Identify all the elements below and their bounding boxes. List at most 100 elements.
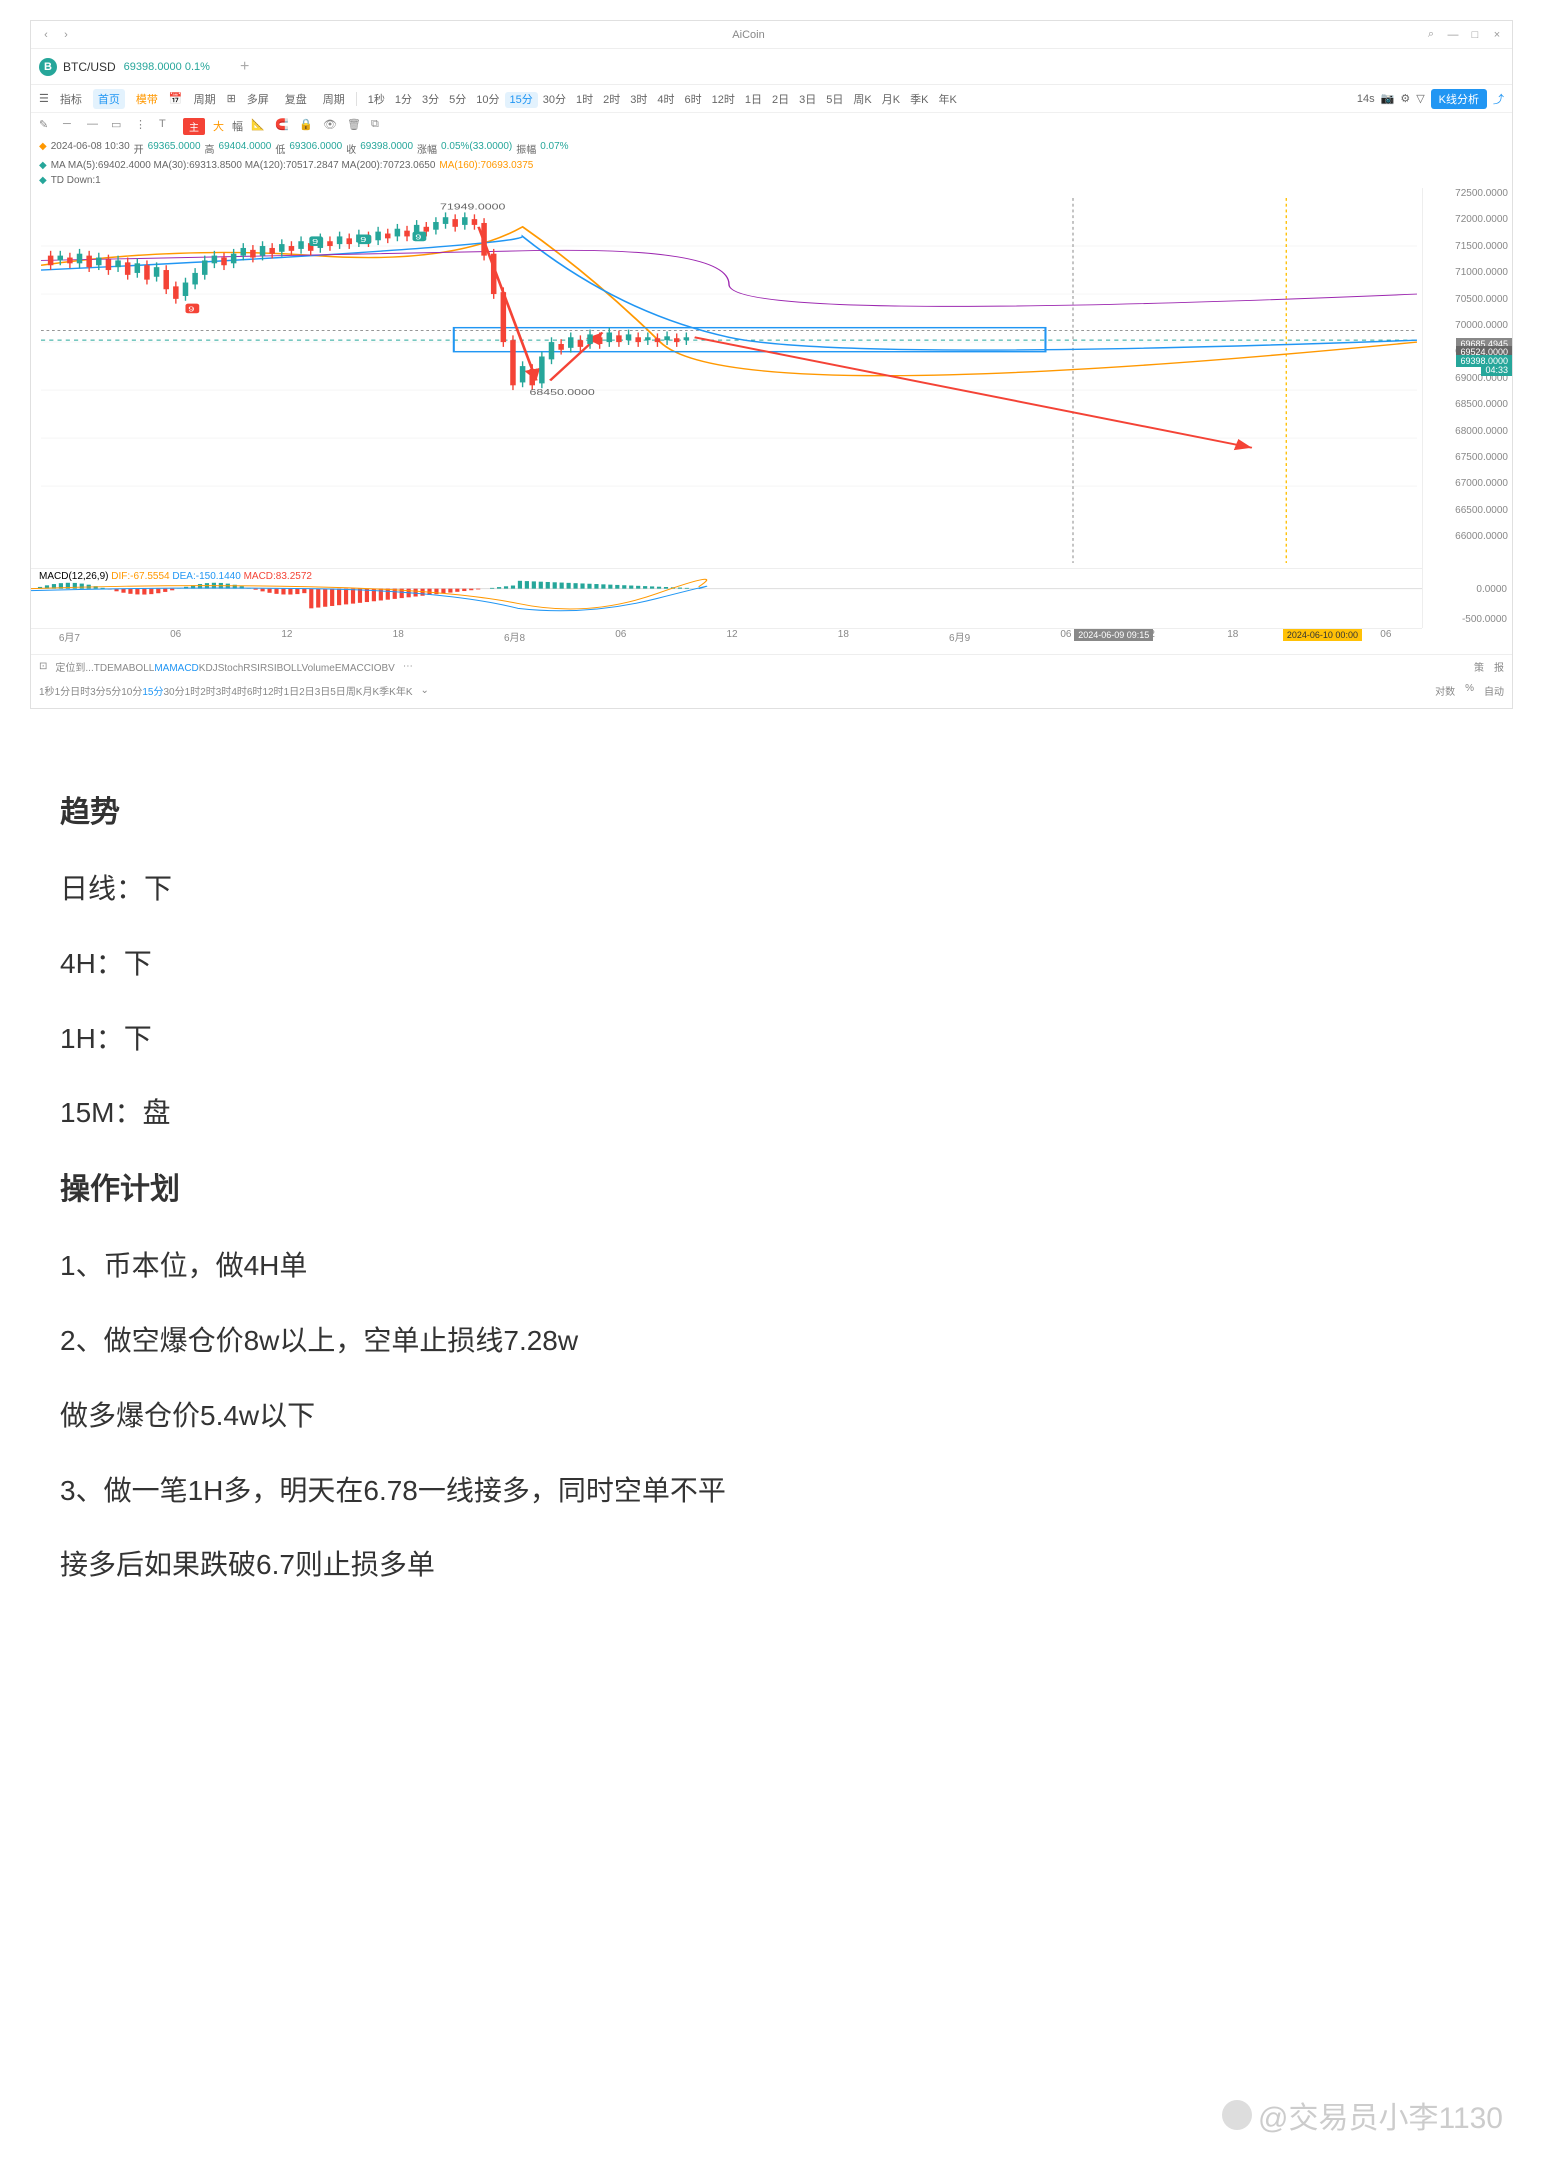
timeframe-button[interactable]: 1时 [185, 687, 201, 698]
layers-icon[interactable]: ⧉ [371, 118, 387, 134]
lock-icon[interactable]: 🔒 [299, 118, 315, 134]
extra-label[interactable]: 大 [213, 118, 224, 134]
timeframe-button[interactable]: 周K [346, 687, 363, 698]
timeframe-button[interactable]: 年K [933, 92, 961, 108]
more-label[interactable]: 幅 [232, 118, 243, 134]
timeframe-button[interactable]: 1分 [55, 687, 71, 698]
timeframe-button[interactable]: 1秒 [363, 92, 390, 108]
fib-icon[interactable]: ⋮ [135, 118, 151, 134]
option-button[interactable]: 策 [1474, 659, 1484, 674]
indicator-button[interactable]: CCI [356, 663, 373, 674]
timeframe-button[interactable]: 3时 [625, 92, 652, 108]
rect-icon[interactable]: ▭ [111, 118, 127, 134]
timeframe-button[interactable]: 季K [379, 687, 396, 698]
settings-icon[interactable]: ⚙ [1400, 92, 1410, 105]
expand-icon[interactable]: ⌄ [421, 685, 429, 696]
timeframe-button[interactable]: 15分 [142, 687, 163, 698]
add-tab-icon[interactable]: + [240, 58, 249, 76]
back-icon[interactable]: ‹ [39, 28, 53, 42]
grid-icon[interactable]: ⊞ [227, 92, 236, 105]
indicator-button[interactable]: RSI [260, 663, 277, 674]
pencil-icon[interactable]: ✎ [39, 118, 55, 134]
trash-icon[interactable]: 🗑 [347, 118, 363, 134]
timeframe-button[interactable]: 2日 [767, 92, 794, 108]
tb-indicator-icon[interactable]: ☰ [39, 92, 49, 105]
timeframe-button[interactable]: 12时 [707, 92, 740, 108]
filter-icon[interactable]: ▽ [1416, 92, 1424, 105]
timeframe-button[interactable]: 周K [848, 92, 876, 108]
timeframe-button[interactable]: 30分 [538, 92, 571, 108]
timeframe-button[interactable]: 3分 [417, 92, 444, 108]
indicator-button[interactable]: BOLL [277, 663, 302, 674]
camera-icon[interactable]: 📷 [1381, 92, 1395, 105]
timeframe-button[interactable]: 12时 [262, 687, 283, 698]
timeframe-button[interactable]: 月K [362, 687, 379, 698]
share-icon[interactable]: ⤴ [1493, 91, 1504, 107]
chart-area[interactable]: 71949.0000 68450.0000 9 9 9 9 72500.0000… [31, 188, 1512, 708]
locate-icon[interactable]: ⊡ [39, 661, 47, 672]
indicator-button[interactable]: EMA [107, 663, 129, 674]
candle-canvas[interactable]: 71949.0000 68450.0000 9 9 9 9 [41, 198, 1417, 563]
tb-item[interactable]: 首页 [93, 89, 125, 109]
timeframe-button[interactable]: 5日 [821, 92, 848, 108]
timeframe-button[interactable]: 4时 [652, 92, 679, 108]
timeframe-button[interactable]: 2日 [299, 687, 315, 698]
timeframe-button[interactable]: 10分 [121, 687, 142, 698]
forward-icon[interactable]: › [59, 28, 73, 42]
timeframe-button[interactable]: 1分 [390, 92, 417, 108]
line-icon[interactable]: ─ [63, 118, 79, 134]
horizontal-line-icon[interactable]: — [87, 118, 103, 134]
main-label[interactable]: 主 [183, 118, 205, 135]
timeframe-button[interactable]: 5分 [106, 687, 122, 698]
timeframe-button[interactable]: 3分 [90, 687, 106, 698]
timeframe-button[interactable]: 日时 [70, 687, 90, 698]
search-icon[interactable]: ⌕ [1424, 28, 1438, 42]
timeframe-button[interactable]: 5日 [330, 687, 346, 698]
timeframe-button[interactable]: 3日 [794, 92, 821, 108]
magnet-icon[interactable]: 🧲 [275, 118, 291, 134]
ruler-icon[interactable]: 📐 [251, 118, 267, 134]
timeframe-button[interactable]: 1秒 [39, 687, 55, 698]
kline-analysis-button[interactable]: K线分析 [1431, 89, 1487, 109]
indicator-button[interactable]: BOLL [129, 663, 155, 674]
option-button[interactable]: 对数 [1435, 683, 1455, 698]
indicator-button[interactable]: TD [94, 663, 107, 674]
timeframe-button[interactable]: 月K [877, 92, 905, 108]
minimize-icon[interactable]: — [1446, 28, 1460, 42]
option-button[interactable]: 报 [1494, 659, 1504, 674]
indicator-button[interactable]: StochRSI [218, 663, 260, 674]
timeframe-button[interactable]: 2时 [200, 687, 216, 698]
timeframe-button[interactable]: 3时 [216, 687, 232, 698]
timeframe-button[interactable]: 5分 [444, 92, 471, 108]
timeframe-button[interactable]: 2时 [598, 92, 625, 108]
tb-item[interactable]: 周期 [189, 89, 221, 109]
indicator-button[interactable]: KDJ [199, 663, 218, 674]
calendar-icon[interactable]: 📅 [169, 92, 183, 105]
indicator-button[interactable]: MA [154, 663, 169, 674]
indicator-button[interactable]: MACD [169, 663, 198, 674]
timeframe-button[interactable]: 6时 [247, 687, 263, 698]
timeframe-button[interactable]: 6时 [680, 92, 707, 108]
tb-item[interactable]: 多屏 [242, 89, 274, 109]
timeframe-button[interactable]: 4时 [231, 687, 247, 698]
eye-icon[interactable]: 👁 [323, 118, 339, 134]
option-button[interactable]: % [1465, 683, 1474, 698]
timeframe-button[interactable]: 年K [396, 687, 413, 698]
indicator-button[interactable]: Volume [301, 663, 334, 674]
maximize-icon[interactable]: □ [1468, 28, 1482, 42]
tb-item[interactable]: 复盘 [280, 89, 312, 109]
tb-item[interactable]: 指标 [55, 89, 87, 109]
close-icon[interactable]: × [1490, 28, 1504, 42]
timeframe-button[interactable]: 季K [905, 92, 933, 108]
indicator-button[interactable]: EMA [335, 663, 357, 674]
timeframe-button[interactable]: 1日 [740, 92, 767, 108]
timeframe-button[interactable]: 10分 [471, 92, 504, 108]
timeframe-button[interactable]: 3日 [315, 687, 331, 698]
timeframe-button[interactable]: 1时 [571, 92, 598, 108]
timeframe-button[interactable]: 15分 [505, 92, 538, 108]
tb-item[interactable]: 周期 [318, 89, 350, 109]
timeframe-button[interactable]: 30分 [164, 687, 185, 698]
text-icon[interactable]: T [159, 118, 175, 134]
indicator-button[interactable]: 定位到... [55, 663, 93, 674]
timeframe-button[interactable]: 1日 [284, 687, 300, 698]
